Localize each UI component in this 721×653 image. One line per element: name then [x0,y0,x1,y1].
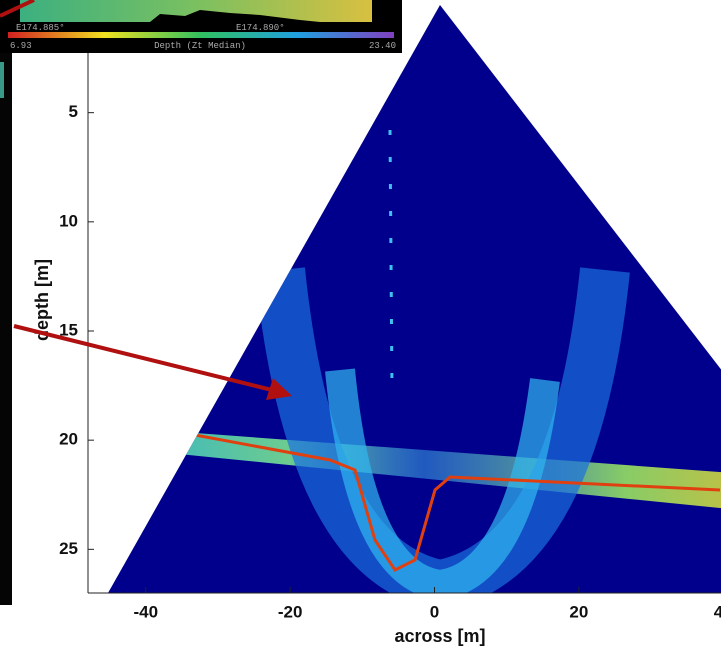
y-tick-label: 20 [59,430,78,449]
colorbar-min: 6.93 [10,41,32,51]
sonar-image [108,5,721,593]
y-tick-label: 15 [59,320,78,339]
x-tick-label: 20 [569,602,588,621]
colorbar-label: Depth (Zt Median) [154,41,246,51]
arrow-head [266,378,292,400]
x-tick-label: 0 [430,602,439,621]
side-widget [0,62,4,98]
x-tick-label: -40 [133,602,158,621]
inset-map: E174.885° E174.890° 6.93 Depth (Zt Media… [0,0,402,53]
x-axis-label: across [m] [394,626,485,646]
arrow [0,0,35,18]
colorbar-max: 23.40 [369,41,396,51]
y-tick-label: 10 [59,211,78,230]
x-tick-label: -20 [278,602,303,621]
y-tick-label: 5 [69,102,78,121]
inset-lon-label: E174.885° [16,23,65,33]
y-tick-label: 25 [59,539,78,558]
side-strip [0,0,12,605]
x-tick-label: 40 [714,602,721,621]
arrow [13,324,273,392]
y-axis-label: depth [m] [32,259,52,341]
inset-lon-label: E174.890° [236,23,285,33]
